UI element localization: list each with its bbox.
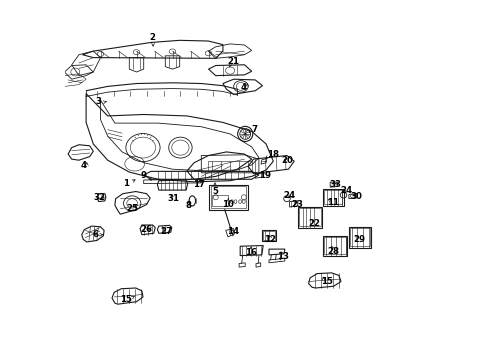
Text: 4: 4 xyxy=(240,83,246,92)
Bar xyxy=(322,189,343,206)
Text: 24: 24 xyxy=(339,186,351,195)
Text: 17: 17 xyxy=(193,180,205,189)
Text: 9: 9 xyxy=(141,171,146,180)
Bar xyxy=(211,186,245,208)
Text: 21: 21 xyxy=(226,58,239,67)
Text: 32: 32 xyxy=(94,193,105,202)
Text: 11: 11 xyxy=(326,198,338,207)
Bar xyxy=(324,237,346,254)
Text: 15: 15 xyxy=(120,295,132,304)
Text: 16: 16 xyxy=(244,248,257,257)
Text: 10: 10 xyxy=(222,200,234,209)
Text: 6: 6 xyxy=(92,230,98,239)
Text: 4: 4 xyxy=(80,161,86,170)
Text: 3: 3 xyxy=(96,97,102,106)
Bar xyxy=(324,190,342,204)
Text: 18: 18 xyxy=(266,150,278,159)
Text: 5: 5 xyxy=(212,187,218,196)
Text: 33: 33 xyxy=(328,180,341,189)
Text: 13: 13 xyxy=(277,252,289,261)
Text: 29: 29 xyxy=(352,235,364,244)
Text: 7: 7 xyxy=(251,125,257,134)
Text: 20: 20 xyxy=(281,156,292,165)
Text: 15: 15 xyxy=(320,277,332,286)
Text: 30: 30 xyxy=(350,192,362,201)
Text: 31: 31 xyxy=(167,194,179,203)
Text: 19: 19 xyxy=(259,171,271,180)
Bar xyxy=(212,195,228,206)
Bar xyxy=(349,228,369,246)
Bar xyxy=(299,208,320,226)
Text: 14: 14 xyxy=(226,227,239,236)
Text: 12: 12 xyxy=(264,235,276,244)
Bar xyxy=(348,227,370,248)
Text: 27: 27 xyxy=(160,227,172,236)
Bar xyxy=(209,185,247,210)
Text: 24: 24 xyxy=(283,191,295,199)
Text: 28: 28 xyxy=(327,247,339,256)
Text: 23: 23 xyxy=(291,200,303,209)
Text: 1: 1 xyxy=(122,179,128,188)
Text: 26: 26 xyxy=(140,225,152,234)
Text: 8: 8 xyxy=(185,201,191,210)
Text: 2: 2 xyxy=(149,33,155,42)
Bar xyxy=(322,236,347,256)
Text: 22: 22 xyxy=(308,220,320,229)
Bar xyxy=(261,230,276,241)
Text: 25: 25 xyxy=(126,204,138,212)
Bar xyxy=(263,231,275,240)
Bar xyxy=(297,207,322,228)
